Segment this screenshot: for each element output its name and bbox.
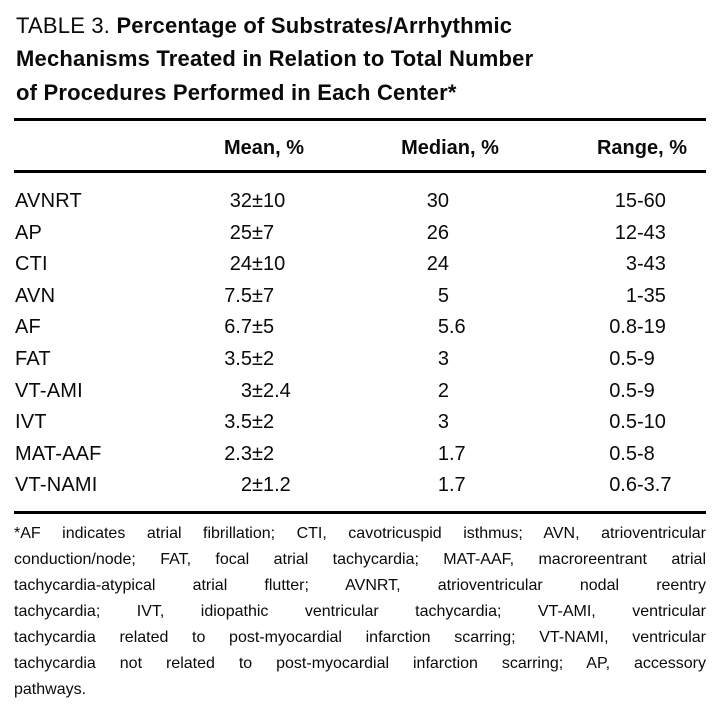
column-header-range: Range, % — [596, 137, 688, 159]
median-value: 24 — [426, 253, 449, 276]
row-label: FAT — [15, 347, 51, 370]
range-value: 15-60 — [614, 190, 666, 212]
range-value: 0.5-9 — [609, 347, 655, 370]
row-label: MAT-AAF — [15, 442, 102, 465]
table-row: CTI 24±10 24 3-43 — [0, 249, 716, 281]
row-label: AF — [15, 316, 41, 339]
range-value: 0.6-3.7 — [609, 474, 672, 497]
table-row: FAT 3.5±2 3 0.5-9 — [0, 344, 716, 376]
mean-value: 32±10 — [229, 190, 286, 212]
mean-value: 24±10 — [229, 253, 286, 276]
mean-value: 6.7±5 — [224, 316, 275, 339]
table-row: MAT-AAF 2.3±2 1.7 0.5-8 — [0, 439, 716, 471]
footnote-line: tachycardia not related to post-myocardi… — [14, 655, 706, 672]
range-value: 0.5-9 — [609, 379, 655, 402]
table-rows: AVNRT 32±10 30 15-60 AP 25±7 26 12-43 CTI 24±10 24… — [0, 186, 716, 502]
table-row: AVN 7.5±7 5 1-35 — [0, 281, 716, 313]
range-value: 12-43 — [614, 221, 666, 244]
bottom-rule — [14, 511, 706, 514]
footnote-line: tachycardia-atypical atrial flutter; AVN… — [14, 577, 706, 594]
row-label: VT-AMI — [15, 379, 83, 402]
median-value: 2 — [437, 379, 449, 402]
table-row: AF 6.7±5 5.6 0.8-19 — [0, 312, 716, 344]
median-value: 26 — [426, 221, 449, 244]
range-value: 0.5-8 — [609, 442, 655, 465]
table-title-bold-part2: Mechanisms Treated in Relation to Total … — [16, 46, 534, 72]
table-row: VT-AMI 3±2.4 2 0.5-9 — [0, 376, 716, 408]
median-value: 5.6 — [437, 316, 466, 339]
table-number-label: TABLE 3. — [16, 13, 117, 38]
range-value: 3-43 — [625, 253, 666, 276]
mean-value: 2±1.2 — [240, 474, 291, 497]
row-label: CTI — [15, 253, 48, 276]
footnote-line: tachycardia related to post-myocardial i… — [14, 629, 706, 646]
header-rule — [14, 170, 706, 173]
median-value: 3 — [437, 411, 449, 434]
mean-value: 2.3±2 — [224, 442, 275, 465]
median-value: 5 — [437, 284, 449, 307]
row-label: IVT — [15, 411, 47, 434]
mean-value: 7.5±7 — [224, 284, 275, 307]
row-label: AP — [15, 221, 43, 244]
mean-value: 3.5±2 — [224, 347, 275, 370]
footnote-line: conduction/node; FAT, focal atrial tachy… — [14, 551, 706, 568]
mean-value: 25±7 — [229, 221, 275, 244]
table-title-line1: TABLE 3. Percentage of Substrates/Arrhyt… — [16, 9, 696, 42]
footnote-line: tachycardia; IVT, idiopathic ventricular… — [14, 603, 706, 620]
footnote-line: *AF indicates atrial fibrillation; CTI, … — [14, 525, 706, 542]
column-header-median: Median, % — [401, 137, 499, 159]
mean-value: 3±2.4 — [240, 379, 291, 402]
table-title-bold-part3: of Procedures Performed in Each Center* — [16, 79, 457, 105]
column-header-mean: Mean, % — [223, 137, 305, 159]
mean-value: 3.5±2 — [224, 411, 275, 434]
median-value: 3 — [437, 347, 449, 370]
range-value: 0.5-10 — [609, 411, 666, 434]
table-footnote: *AF indicates atrial fibrillation; CTI, … — [14, 521, 706, 703]
table-row: AVNRT 32±10 30 15-60 — [0, 186, 716, 218]
row-label: VT-NAMI — [15, 474, 98, 497]
footnote-line: pathways. — [14, 681, 87, 698]
range-value: 1-35 — [625, 284, 666, 307]
table-title: TABLE 3. Percentage of Substrates/Arrhyt… — [16, 9, 696, 109]
row-label: AVNRT — [15, 190, 82, 212]
median-value: 1.7 — [437, 474, 466, 497]
median-value: 30 — [426, 190, 449, 212]
table-row: IVT 3.5±2 3 0.5-10 — [0, 407, 716, 439]
table-title-bold-part1: Percentage of Substrates/Arrhythmic — [116, 13, 513, 38]
table-row: AP 25±7 26 12-43 — [0, 218, 716, 250]
top-rule — [14, 118, 706, 121]
median-value: 1.7 — [437, 442, 466, 465]
range-value: 0.8-19 — [609, 316, 666, 339]
row-label: AVN — [15, 284, 56, 307]
table-row: VT-NAMI 2±1.2 1.7 0.6-3.7 — [0, 470, 716, 502]
